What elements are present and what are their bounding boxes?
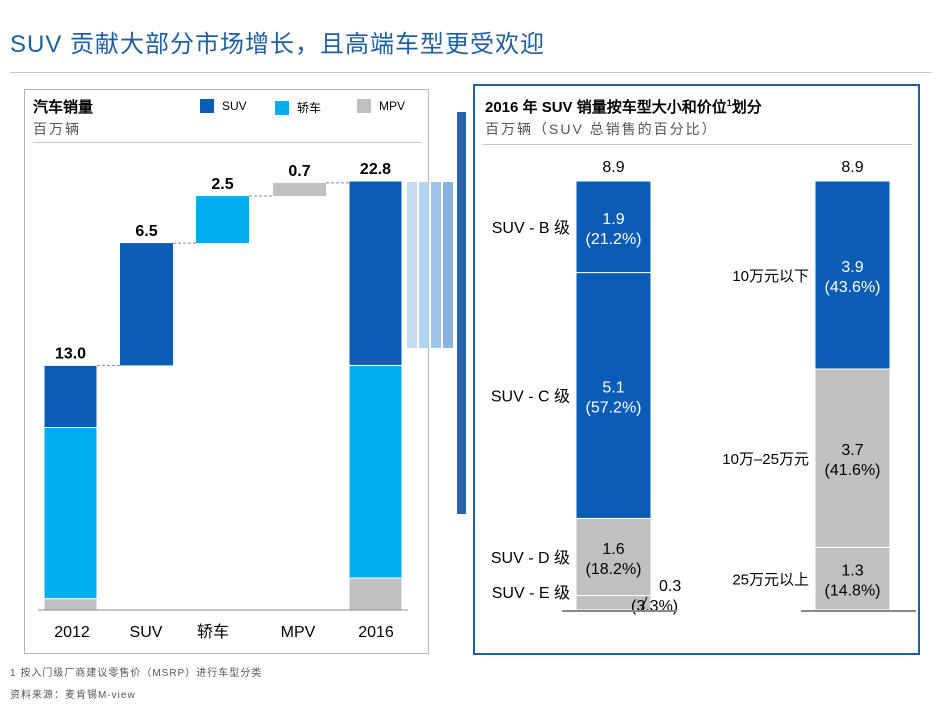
stack-1-value-0: 1.3 xyxy=(841,563,863,580)
footnote: 1 按入门级厂商建议零售价（MSRP）进行车型分类 xyxy=(10,668,263,679)
stack-0-leader-0 xyxy=(640,596,648,611)
legend-swatch-suv xyxy=(200,99,214,113)
waterfall-bar-轿车 xyxy=(196,196,249,244)
waterfall-bar-2016-seg-2 xyxy=(348,180,403,366)
waterfall-bar-SUV xyxy=(120,243,173,366)
right-panel-title-sup: 1 xyxy=(726,98,732,108)
stack-1-category-2: 10万元以下 xyxy=(732,268,809,285)
stack-1-pct-1: (41.6%) xyxy=(824,462,880,479)
legend-item-mpv: MPV xyxy=(357,99,405,113)
waterfall-value-label-2: 2.5 xyxy=(211,176,233,193)
stack-0-category-2: SUV - C 级 xyxy=(491,388,570,406)
left-panel-subtitle: 百万辆 xyxy=(33,121,81,137)
connector-slab-0 xyxy=(407,182,417,348)
source-note: 资料来源：麦肯锡M-view xyxy=(10,690,136,701)
connector-chart xyxy=(407,182,453,348)
stack-1-category-1: 10万–25万元 xyxy=(722,451,809,468)
legend-label-mpv: MPV xyxy=(379,99,406,113)
stack-0-total: 8.9 xyxy=(602,159,624,176)
connector-slab-1 xyxy=(419,182,429,348)
right-panel-title: 2016 年 SUV 销量按车型大小和价位1划分 xyxy=(485,96,762,117)
divider-bar xyxy=(457,112,466,514)
waterfall-category-label-2: 轿车 xyxy=(197,623,229,641)
legend-swatch-sedan xyxy=(275,100,289,115)
left-panel: 汽车销量 百万辆 SUV 轿车 MPV xyxy=(24,89,429,654)
stack-1-value-1: 3.7 xyxy=(841,442,863,459)
stack-1-segment-2 xyxy=(814,180,891,370)
waterfall-category-label-0: 2012 xyxy=(54,624,90,641)
stack-0-pct-2: (57.2%) xyxy=(585,400,641,417)
legend-label-sedan: 轿车 xyxy=(297,101,322,115)
stack-0-category-1: SUV - D 级 xyxy=(491,549,570,567)
stack-0-segment-2 xyxy=(575,272,652,519)
stack-0-pct-0: (3.3%) xyxy=(631,598,678,615)
stack-0-value-1: 1.6 xyxy=(602,541,624,558)
stack-1-value-2: 3.9 xyxy=(841,259,863,276)
legend-item-suv: SUV xyxy=(200,99,247,113)
waterfall-bar-2016-seg-1 xyxy=(348,364,403,579)
stack-1-pct-0: (14.8%) xyxy=(824,583,880,600)
waterfall-bar-2012-seg-1 xyxy=(43,426,98,600)
waterfall-value-label-3: 0.7 xyxy=(288,163,310,180)
left-panel-title: 汽车销量 xyxy=(33,99,94,116)
stack-1-total: 8.9 xyxy=(841,159,863,176)
stack-0-pct-1: (18.2%) xyxy=(585,561,641,578)
stack-0-value-3: 1.9 xyxy=(602,211,624,228)
page-title: SUV 贡献大部分市场增长，且高端车型更受欢迎 xyxy=(10,31,546,58)
connector-slab-3 xyxy=(443,182,453,348)
stack-1-category-0: 25万元以上 xyxy=(732,572,809,589)
legend-item-sedan: 轿车 xyxy=(275,99,321,116)
waterfall-value-label-1: 6.5 xyxy=(135,223,157,240)
waterfall-bar-MPV xyxy=(273,182,326,197)
right-panel: 2016 年 SUV 销量按车型大小和价位1划分 百万辆（SUV 总销售的百分比… xyxy=(473,84,920,655)
waterfall-chart: 13.0 6.5 2.5 0.7 22.8 2012 SUV 轿车 MPV 2016 xyxy=(38,161,408,641)
stack-0-category-3: SUV - B 级 xyxy=(492,219,570,237)
stack-0-value-0: 0.3 xyxy=(659,578,681,595)
stack-0-pct-3: (21.2%) xyxy=(585,231,641,248)
stack-1-segment-1 xyxy=(814,368,891,548)
right-panel-subtitle: 百万辆（SUV 总销售的百分比） xyxy=(485,121,718,137)
waterfall-category-label-1: SUV xyxy=(130,624,163,641)
waterfall-bar-2016-seg-0 xyxy=(348,577,403,611)
stacked-chart: 0.3 (3.3%) SUV - E 级 1.6 (18.2%) SUV - D 级 5.1… xyxy=(491,159,916,615)
waterfall-value-label-4: 22.8 xyxy=(360,161,391,178)
legend-swatch-mpv xyxy=(357,99,371,113)
stack-0-value-2: 5.1 xyxy=(602,380,624,397)
waterfall-category-label-4: 2016 xyxy=(358,624,394,641)
stack-1-pct-2: (43.6%) xyxy=(824,279,880,296)
left-panel-rule xyxy=(33,142,422,143)
waterfall-bar-2012-seg-2 xyxy=(43,364,98,428)
waterfall-category-label-3: MPV xyxy=(281,624,316,641)
stack-0-category-0: SUV - E 级 xyxy=(492,584,570,602)
right-panel-title-suffix: 划分 xyxy=(731,99,762,116)
stack-0-segment-1 xyxy=(575,517,652,597)
title-rule xyxy=(10,72,932,73)
legend-label-suv: SUV xyxy=(222,99,247,113)
connector-slab-2 xyxy=(431,182,441,348)
right-panel-title-text: 2016 年 SUV 销量按车型大小和价位 xyxy=(485,99,727,116)
stack-0-segment-3 xyxy=(575,180,652,274)
right-panel-rule xyxy=(483,144,912,145)
waterfall-bar-2012-seg-0 xyxy=(43,598,98,611)
waterfall-value-label-0: 13.0 xyxy=(55,345,86,362)
